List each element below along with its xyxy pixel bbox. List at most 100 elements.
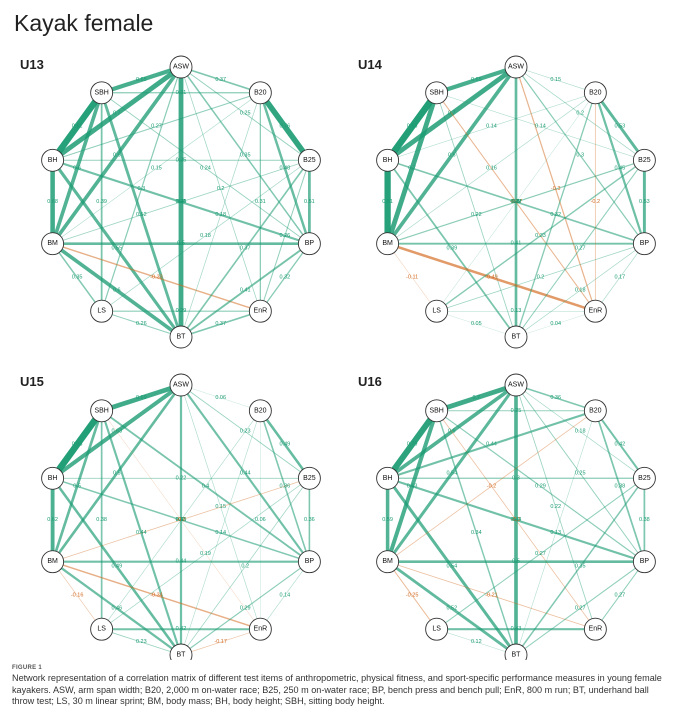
edge-label-bm-b25: 0.21 bbox=[176, 199, 187, 205]
edge-ls-bt bbox=[436, 628, 517, 656]
node-circle bbox=[297, 466, 321, 490]
edge-asw-bp bbox=[515, 384, 645, 563]
edge-bh-bp bbox=[51, 159, 311, 245]
edge-label-sbh-bh: 0.83 bbox=[407, 124, 418, 130]
figure-caption: Network representation of a correlation … bbox=[12, 673, 662, 706]
edge-label-asw-bm: 0.6 bbox=[448, 152, 456, 158]
edge-label-asw-bp: 0.25 bbox=[575, 470, 586, 476]
edge-label-enr-b20: -0.2 bbox=[591, 199, 600, 205]
edge-label-asw-enr: -0.3 bbox=[551, 186, 560, 192]
edge-label-asw-sbh: 0.65 bbox=[471, 77, 482, 83]
edge-bh-bt bbox=[51, 158, 183, 339]
node-circle bbox=[169, 643, 193, 660]
node-label: SBH bbox=[429, 407, 443, 414]
edge-label-asw-b20: 0.06 bbox=[215, 395, 226, 401]
node-bm: BM bbox=[41, 232, 65, 256]
edge-label-bh-bm: 0.68 bbox=[47, 199, 58, 205]
node-label: BP bbox=[305, 240, 315, 247]
node-label: BH bbox=[48, 157, 58, 164]
edge-label-sbh-bh: 0.83 bbox=[72, 442, 83, 448]
edge-label-sbh-enr: -0.2 bbox=[511, 517, 520, 523]
edge-label-asw-bh: 0.6 bbox=[448, 429, 456, 435]
edge-label-asw-b25: 0.25 bbox=[240, 111, 251, 117]
edge-enr-bp bbox=[595, 243, 645, 312]
edge-asw-bp bbox=[515, 66, 645, 245]
edge-label-bh-bp: 0.44 bbox=[511, 517, 522, 523]
node-label: B20 bbox=[254, 407, 267, 414]
edge-sbh-bt bbox=[100, 91, 183, 339]
edge-label-ls-enr: 0.42 bbox=[176, 626, 187, 632]
edge-sbh-bt bbox=[435, 410, 517, 656]
node-enr: EnR bbox=[583, 617, 607, 641]
edge-b20-b25 bbox=[594, 409, 646, 480]
node-b20: B20 bbox=[248, 399, 272, 423]
edge-b20-b25 bbox=[593, 91, 646, 162]
edge-label-bm-b25: 0.29 bbox=[511, 199, 522, 205]
edge-label-ls-enr: 0.29 bbox=[176, 308, 187, 314]
edge-label-bm-ls: -0.25 bbox=[406, 592, 419, 598]
edge-bm-ls bbox=[51, 242, 103, 312]
edge-asw-sbh bbox=[99, 64, 184, 95]
node-circle bbox=[504, 325, 528, 349]
edge-b20-bp bbox=[259, 409, 311, 563]
edge-label-sbh-b25: 0.14 bbox=[535, 124, 546, 130]
network-panel-u16: 0.7 0.6 0.54 0.6 0.36 0.18 0.25 0.22 0.79 0.63 0.3… bbox=[376, 373, 656, 660]
node-circle bbox=[169, 373, 193, 397]
edge-bh-bp bbox=[51, 477, 311, 563]
edge-label-bm-enr: -0.33 bbox=[150, 274, 163, 280]
edge-label-bt-b20: 0.18 bbox=[215, 212, 226, 218]
node-b25: B25 bbox=[632, 148, 656, 172]
edge-bt-b20 bbox=[515, 410, 596, 656]
edge-label-asw-bt: 0.7 bbox=[177, 199, 185, 205]
edge-b20-bp bbox=[594, 409, 646, 563]
node-bh: BH bbox=[41, 148, 65, 172]
edge-label-asw-enr: 0.15 bbox=[215, 504, 226, 510]
node-bt: BT bbox=[504, 325, 528, 349]
node-bt: BT bbox=[169, 643, 193, 660]
node-label: BH bbox=[48, 475, 58, 482]
node-b25: B25 bbox=[297, 148, 321, 172]
edge-label-enr-bp: 0.17 bbox=[615, 274, 626, 280]
node-label: BM bbox=[382, 558, 393, 565]
node-circle bbox=[41, 232, 65, 256]
edge-label-sbh-enr: -0.1 bbox=[176, 517, 185, 523]
node-circle bbox=[41, 550, 65, 574]
edge-asw-b20 bbox=[515, 66, 596, 94]
edge-asw-bm bbox=[51, 383, 183, 564]
edge-label-asw-b20: 0.37 bbox=[215, 77, 226, 83]
node-bh: BH bbox=[41, 466, 65, 490]
node-label: ASW bbox=[508, 64, 524, 71]
edge-label-bt-bp: 0.29 bbox=[240, 605, 251, 611]
edge-bm-b20 bbox=[52, 92, 261, 245]
edge-label-asw-bt: 0.45 bbox=[176, 517, 187, 523]
node-label: ASW bbox=[173, 64, 189, 71]
edge-label-sbh-ls: 0.39 bbox=[96, 199, 107, 205]
edge-ls-b25 bbox=[436, 477, 645, 630]
node-label: ASW bbox=[173, 382, 189, 389]
edge-ls-bt bbox=[101, 628, 182, 656]
edge-ls-b25 bbox=[101, 159, 310, 312]
node-circle bbox=[425, 299, 449, 323]
edge-bh-bt bbox=[51, 477, 183, 657]
edge-bt-b20 bbox=[515, 92, 597, 338]
edge-label-sbh-bh: 0.79 bbox=[407, 442, 418, 448]
edge-label-sbh-bp: 0.29 bbox=[535, 483, 546, 489]
edge-label-sbh-bt: 0.22 bbox=[471, 212, 482, 218]
edge-label-bh-bt: 0.49 bbox=[111, 564, 122, 570]
edge-asw-bh bbox=[385, 383, 518, 481]
edge-bt-enr bbox=[180, 628, 261, 656]
node-asw: ASW bbox=[169, 55, 193, 79]
edge-label-sbh-enr: -0.27 bbox=[510, 199, 523, 205]
node-circle bbox=[376, 550, 400, 574]
edge-label-bt-b20: 0.13 bbox=[550, 530, 561, 536]
node-b25: B25 bbox=[297, 466, 321, 490]
edge-label-bm-bt: 0.46 bbox=[111, 605, 122, 611]
edge-label-b20-bp: 0.38 bbox=[615, 483, 626, 489]
edge-bt-b20 bbox=[180, 92, 261, 338]
edge-label-bh-b20: 0.44 bbox=[486, 442, 497, 448]
edge-bm-enr bbox=[386, 242, 597, 313]
edge-label-asw-bt: 0.5 bbox=[512, 199, 520, 205]
edge-label-bh-bm: 0.81 bbox=[382, 199, 393, 205]
edge-label-bm-bp: 0.5 bbox=[512, 559, 520, 565]
edge-label-sbh-ls: 0.38 bbox=[96, 517, 107, 523]
